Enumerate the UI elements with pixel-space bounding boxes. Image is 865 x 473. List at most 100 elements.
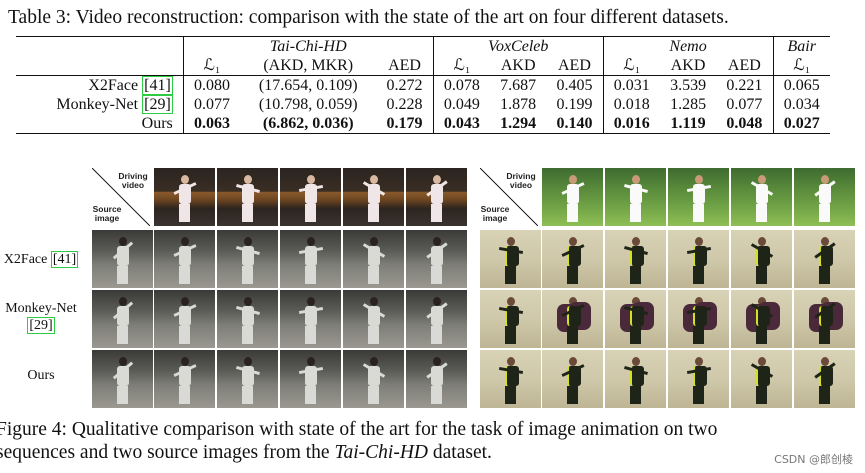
- video-frame: [605, 168, 666, 226]
- figure-caption-end: dataset.: [428, 442, 492, 463]
- cell: 3.539: [660, 76, 716, 96]
- figure-caption-line2: sequences and two source images from the: [0, 442, 334, 463]
- citation-link[interactable]: [29]: [27, 317, 54, 334]
- video-frame: [668, 230, 729, 288]
- video-frame: [280, 350, 341, 408]
- cell: 0.065: [773, 76, 830, 96]
- video-frame: [605, 230, 666, 288]
- col-header: AED: [376, 56, 433, 76]
- video-frame: [217, 350, 278, 408]
- row-method: Monkey-Net [29]: [16, 95, 183, 114]
- video-frame: [154, 350, 215, 408]
- dataset-nemo: Nemo: [603, 37, 773, 57]
- video-frame: [217, 230, 278, 288]
- video-frame: [794, 168, 855, 226]
- figure-caption-dataset: Tai-Chi-HD: [334, 442, 428, 463]
- video-frame: [731, 230, 792, 288]
- cell: (6.862, 0.036): [240, 114, 376, 134]
- cell: 0.049: [433, 95, 490, 114]
- watermark: CSDN @郎创棱: [774, 451, 853, 467]
- video-frame: [542, 290, 603, 348]
- cell: 0.405: [546, 76, 603, 96]
- cell: 0.179: [376, 114, 433, 134]
- col-header: AKD: [490, 56, 546, 76]
- cell: 0.199: [546, 95, 603, 114]
- video-frame: [217, 290, 278, 348]
- video-frame: [480, 290, 541, 348]
- table-row: Monkey-Net [29] 0.077 (10.798, 0.059) 0.…: [16, 95, 830, 114]
- cell: 0.080: [183, 76, 240, 96]
- video-frame: [343, 168, 404, 226]
- header-corner-2: [16, 56, 183, 76]
- row-label-monkeynet: Monkey-Net [29]: [0, 300, 82, 334]
- cell: (17.654, 0.109): [240, 76, 376, 96]
- video-frame: [92, 290, 153, 348]
- video-frame: [343, 230, 404, 288]
- dataset-taichi: Tai-Chi-HD: [183, 37, 433, 57]
- video-frame: [480, 350, 541, 408]
- col-header: ℒ₁: [773, 56, 830, 76]
- cell: 0.078: [433, 76, 490, 96]
- cell: 0.077: [716, 95, 773, 114]
- video-frame: [794, 290, 855, 348]
- corner-driving-label: Driving video: [506, 172, 536, 190]
- video-frame: [154, 230, 215, 288]
- video-frame: [280, 168, 341, 226]
- corner-source-label: Source image: [92, 205, 122, 223]
- col-header: (AKD, MKR): [240, 56, 376, 76]
- table-row: X2Face [41] 0.080 (17.654, 0.109) 0.272 …: [16, 76, 830, 96]
- video-frame: [794, 350, 855, 408]
- col-header: ℒ₁: [603, 56, 660, 76]
- cell: 0.016: [603, 114, 660, 134]
- video-frame: [343, 350, 404, 408]
- cell: 0.272: [376, 76, 433, 96]
- citation-link[interactable]: [41]: [51, 251, 78, 268]
- citation-link[interactable]: [41]: [142, 76, 173, 95]
- dataset-voxceleb: VoxCeleb: [433, 37, 603, 57]
- video-frame: [280, 290, 341, 348]
- cell: 0.221: [716, 76, 773, 96]
- video-frame: [668, 168, 729, 226]
- col-header: ℒ₁: [433, 56, 490, 76]
- corner-driving-label: Driving video: [118, 172, 148, 190]
- cell: 1.285: [660, 95, 716, 114]
- cell: 0.018: [603, 95, 660, 114]
- video-frame: [406, 168, 467, 226]
- video-frame: [731, 168, 792, 226]
- corner-source-label: Source image: [480, 205, 510, 223]
- video-frame: [731, 350, 792, 408]
- video-frame: [668, 350, 729, 408]
- cell: 1.294: [490, 114, 546, 134]
- header-corner: [16, 37, 183, 57]
- cell: 0.043: [433, 114, 490, 134]
- video-frame: [92, 230, 153, 288]
- corner-label: Driving video Source image: [92, 168, 150, 226]
- video-frame: [217, 168, 278, 226]
- cell: 0.034: [773, 95, 830, 114]
- cell: 0.140: [546, 114, 603, 134]
- row-method: Ours: [16, 114, 183, 134]
- citation-link[interactable]: [29]: [142, 95, 173, 114]
- cell: 0.077: [183, 95, 240, 114]
- corner-label: Driving video Source image: [480, 168, 538, 226]
- video-frame: [542, 230, 603, 288]
- col-header: AED: [546, 56, 603, 76]
- col-header: AKD: [660, 56, 716, 76]
- results-table: Tai-Chi-HD VoxCeleb Nemo Bair ℒ₁ (AKD, M…: [16, 36, 830, 134]
- video-frame: [92, 350, 153, 408]
- video-frame: [406, 290, 467, 348]
- col-header: AED: [716, 56, 773, 76]
- row-label-x2face: X2Face [41]: [0, 251, 82, 268]
- row-label-ours: Ours: [0, 367, 82, 384]
- table-row: Ours 0.063 (6.862, 0.036) 0.179 0.043 1.…: [16, 114, 830, 134]
- cell: 1.119: [660, 114, 716, 134]
- video-frame: [154, 168, 215, 226]
- figure-left: Driving video Source image: [92, 168, 468, 406]
- figure-right: Driving video Source image: [478, 168, 862, 406]
- video-frame: [480, 230, 541, 288]
- cell: 0.048: [716, 114, 773, 134]
- cell: 7.687: [490, 76, 546, 96]
- col-header: ℒ₁: [183, 56, 240, 76]
- cell: 0.031: [603, 76, 660, 96]
- cell: 0.063: [183, 114, 240, 134]
